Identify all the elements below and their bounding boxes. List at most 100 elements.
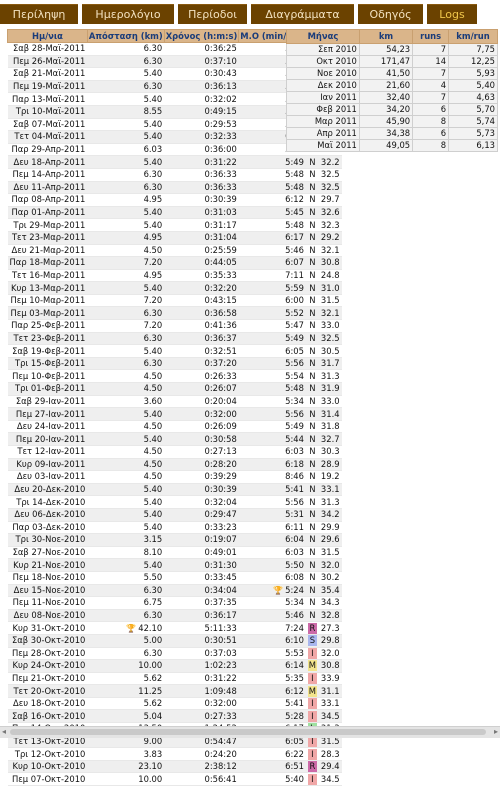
log-vo-value: 29.8	[320, 635, 340, 646]
log-date: Δευ 06-Δεκ-2010	[7, 508, 88, 522]
col-distance[interactable]: Απόσταση (km)	[86, 29, 165, 43]
log-date-value: Παρ 29-Απρ-2011	[11, 144, 86, 155]
log-date: Κυρ 24-Οκτ-2010	[7, 659, 88, 673]
log-time-value: 0:36:33	[204, 169, 237, 180]
log-type: N	[305, 294, 319, 308]
log-date-value: Σαβ 07-Μαϊ-2011	[12, 118, 86, 129]
summary-km: 32,40	[358, 91, 414, 104]
log-vo: 31.3	[318, 369, 342, 384]
log-distance-value: 6.30	[143, 181, 163, 192]
log-distance-value: 5.40	[143, 93, 163, 104]
summary-km: 21,60	[358, 79, 414, 92]
table-row: Σαβ 30-Οκτ-2010 5.00 0:30:51 6:10 S 29.8	[7, 634, 342, 648]
summary-row: Φεβ 2011 34,20 6 5,70	[286, 103, 498, 116]
log-date: Πεμ 26-Μαϊ-2011	[7, 55, 88, 69]
tab-periods[interactable]: Περίοδοι	[178, 4, 247, 24]
log-vo-value: 32.0	[320, 647, 340, 658]
log-time: 0:33:45	[164, 571, 239, 585]
log-vo-value: 32.5	[320, 181, 340, 192]
log-vo-value: 35.4	[320, 584, 340, 595]
log-pace: 6:07	[238, 256, 306, 270]
log-type: N	[305, 407, 319, 421]
log-vo-value: 33.0	[320, 395, 340, 406]
log-pace: 5:46	[238, 244, 306, 258]
log-vo-value: 29.6	[320, 534, 340, 545]
scroll-left-icon[interactable]: ◂	[2, 727, 7, 736]
log-pace: 5:54	[238, 369, 306, 384]
col-time[interactable]: Χρόνος (h:m:s)	[163, 29, 240, 43]
tab-calendar[interactable]: Ημερολόγιο	[82, 4, 174, 24]
log-pace-value: 6:07	[285, 257, 304, 268]
tab-guide[interactable]: Οδηγός	[358, 4, 423, 24]
log-date: Πεμ 10-Μαρ-2011	[7, 294, 88, 308]
log-vo-value: 30.2	[320, 572, 340, 583]
log-type: N	[305, 495, 319, 509]
log-time-value: 0:43:15	[204, 295, 237, 306]
log-distance-value: 6.30	[143, 307, 163, 318]
log-date: Πεμ 18-Νοε-2010	[7, 571, 88, 585]
log-time: 0:19:07	[164, 533, 239, 547]
col-km-per-run: km/run	[448, 29, 498, 44]
log-pace-value: 5:56	[285, 358, 304, 369]
log-date: Κυρ 09-Ιαν-2011	[7, 458, 88, 472]
log-vo: 27.3	[318, 621, 342, 635]
log-vo-value: 33.1	[320, 698, 340, 709]
log-date: Παρ 25-Φεβ-2011	[7, 319, 88, 333]
log-type: N	[305, 332, 319, 346]
log-date-value: Τρι 15-Φεβ-2011	[14, 358, 86, 369]
scroll-right-icon[interactable]: ▸	[493, 727, 498, 736]
log-date-value: Τετ 23-Μαρ-2011	[11, 232, 86, 243]
tab-charts[interactable]: Διαγράμματα	[251, 4, 354, 24]
log-pace-value: 5:56	[285, 408, 304, 419]
log-type: N	[305, 571, 319, 585]
log-vo-value: 31.5	[320, 295, 340, 306]
log-time-value: 0:36:33	[204, 181, 237, 192]
log-pace: 5:28	[238, 709, 306, 724]
table-row: Τετ 23-Μαρ-2011 4.95 0:31:04 6:17 N 29.2	[7, 231, 342, 245]
summary-month: Σεπ 2010	[286, 43, 360, 56]
summary-row: Μαϊ 2011 49,05 8 6,13	[286, 139, 498, 152]
log-distance: 5.40	[87, 206, 165, 220]
log-pace: 5:53	[238, 647, 306, 661]
log-date-value: Δευ 08-Νοε-2010	[13, 610, 86, 621]
log-date-value: Κυρ 31-Οκτ-2010	[12, 622, 86, 633]
log-time: 0:33:23	[164, 521, 239, 535]
col-date[interactable]: Ημ/νια	[7, 29, 88, 43]
scrollbar-thumb[interactable]	[10, 729, 486, 735]
horizontal-scrollbar[interactable]: ◂ ▸	[0, 726, 500, 738]
log-time: 0:25:59	[164, 244, 239, 258]
log-date: Παρ 13-Μαϊ-2011	[7, 92, 88, 106]
tab-logs[interactable]: Logs	[427, 4, 477, 24]
log-distance: 5.00	[87, 634, 165, 648]
log-distance: 3.83	[87, 747, 165, 761]
log-pace-value: 6:51	[285, 761, 304, 772]
log-time: 0:37:10	[164, 55, 239, 69]
log-pace: 5:48	[238, 218, 306, 232]
log-time-value: 0:31:03	[204, 207, 237, 218]
log-time-value: 0:37:10	[204, 55, 237, 66]
tab-summary[interactable]: Περίληψη	[0, 4, 78, 24]
log-vo-value: 34.5	[320, 710, 340, 721]
log-date-value: Τρι 10-Μαϊ-2011	[15, 106, 86, 117]
log-type-value: N	[309, 471, 316, 482]
log-time-value: 5:11:33	[204, 622, 237, 633]
log-distance-value: 6.30	[143, 55, 163, 66]
log-vo-value: 27.3	[320, 622, 340, 633]
log-type-value: I	[307, 748, 317, 760]
log-pace-value: 6:22	[285, 748, 304, 759]
log-type: N	[305, 357, 319, 371]
log-time: 0:30:39	[164, 193, 239, 207]
table-row: Δευ 24-Ιαν-2011 4.50 0:26:09 5:49 N 31.8	[7, 420, 342, 434]
log-distance-value: 4.50	[143, 421, 163, 432]
table-row: Πεμ 27-Ιαν-2011 5.40 0:32:00 5:56 N 31.4	[7, 407, 342, 421]
log-vo: 31.5	[318, 294, 342, 308]
log-vo-value: 33.9	[320, 672, 340, 683]
log-type-value: N	[309, 559, 316, 570]
summary-runs: 4	[412, 79, 450, 92]
log-vo-value: 32.5	[320, 332, 340, 343]
summary-header-row: Μήνας km runs km/run	[286, 29, 498, 44]
log-time: 0:29:53	[164, 118, 239, 132]
log-date-value: Τετ 12-Ιαν-2011	[17, 446, 86, 457]
log-pace: 7:11	[238, 269, 306, 283]
log-distance-value: 5.40	[143, 219, 163, 230]
